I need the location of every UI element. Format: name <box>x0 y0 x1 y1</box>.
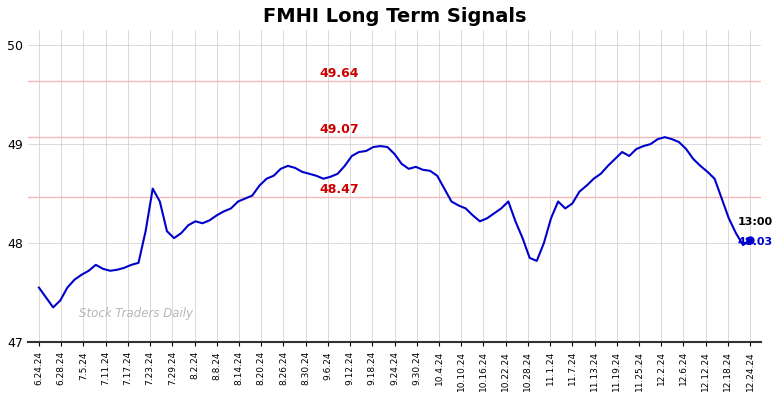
Text: 48.47: 48.47 <box>320 183 359 195</box>
Text: 49.07: 49.07 <box>320 123 359 136</box>
Text: 49.64: 49.64 <box>320 67 359 80</box>
Text: 48.03: 48.03 <box>738 237 773 247</box>
Text: Stock Traders Daily: Stock Traders Daily <box>79 307 193 320</box>
Text: 13:00: 13:00 <box>738 217 773 227</box>
Title: FMHI Long Term Signals: FMHI Long Term Signals <box>263 7 526 26</box>
